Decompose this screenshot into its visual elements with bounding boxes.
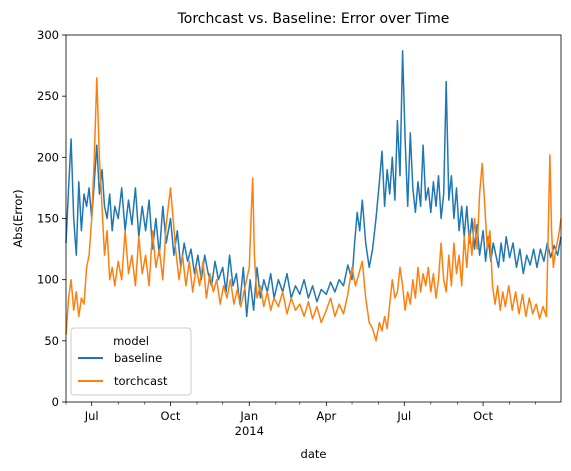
y-tick-label: 0: [52, 395, 59, 409]
legend-label-torchcast: torchcast: [114, 374, 168, 388]
x-tick-label: Apr: [316, 409, 336, 423]
legend: model baseline torchcast: [70, 327, 192, 396]
x-tick-label: Oct: [473, 409, 493, 423]
y-tick-label: 200: [37, 150, 59, 164]
series-line-torchcast: [65, 77, 562, 342]
y-axis-label: Abs(Error): [11, 189, 25, 247]
series-line-baseline: [65, 50, 562, 318]
y-tick-label: 100: [37, 273, 59, 287]
legend-label-baseline: baseline: [114, 351, 162, 365]
x-tick-label: Jul: [396, 409, 411, 423]
legend-box: [70, 327, 192, 396]
x-tick-sublabel: 2014: [235, 424, 264, 438]
x-tick-label: Oct: [161, 409, 181, 423]
y-tick-label: 150: [37, 212, 59, 226]
x-tick-label: Jan: [239, 409, 258, 423]
chart-title: Torchcast vs. Baseline: Error over Time: [177, 11, 450, 27]
series-layer: [65, 50, 562, 342]
y-axis: 0 50 100 150 200 250 300: [37, 28, 66, 409]
y-tick-label: 250: [37, 89, 59, 103]
x-tick-label: Jul: [84, 409, 99, 423]
y-tick-label: 50: [44, 334, 59, 348]
x-axis-label: date: [301, 447, 327, 461]
legend-title: model: [113, 334, 149, 348]
y-tick-label: 300: [37, 28, 59, 42]
